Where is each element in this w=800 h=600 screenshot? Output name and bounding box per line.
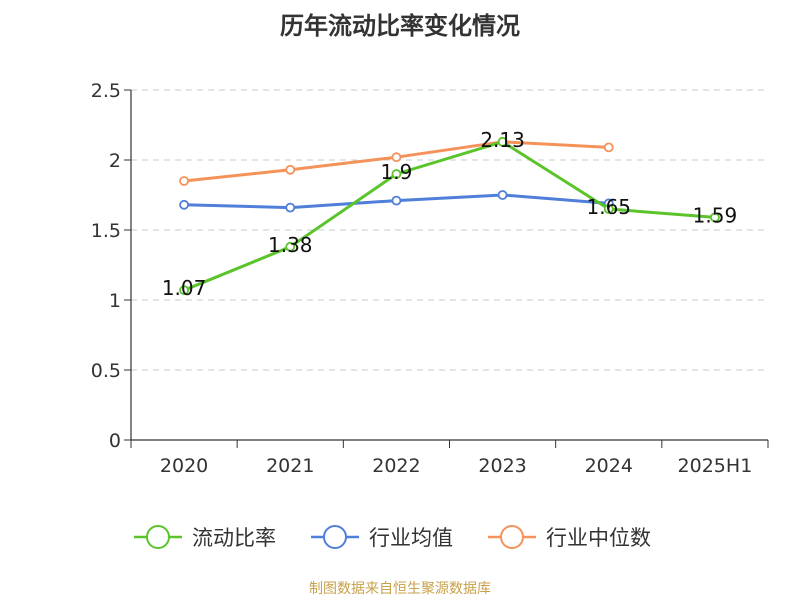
data-point[interactable] (285, 241, 296, 252)
legend-label: 行业均值 (369, 526, 453, 550)
legend-item-1[interactable]: 行业均值 (311, 525, 453, 550)
y-tick-label: 1 (109, 290, 121, 312)
data-point[interactable] (603, 142, 614, 153)
legend-marker (500, 525, 524, 549)
data-label: 1.07 (162, 276, 207, 300)
data-point[interactable] (179, 199, 189, 210)
x-tick-label: 2022 (372, 455, 420, 477)
series-line-0 (183, 140, 716, 292)
data-point[interactable] (603, 204, 614, 214)
data-point[interactable] (179, 176, 189, 186)
legend-marker (146, 525, 170, 549)
data-label: 1.38 (268, 233, 313, 257)
data-point[interactable] (391, 195, 402, 206)
data-point[interactable] (710, 212, 720, 223)
data-point[interactable] (391, 152, 402, 163)
data-labels: 1.07 1.38 1.9 2.13 1.65 1.59 (162, 128, 737, 300)
data-point[interactable] (285, 164, 296, 175)
data-point[interactable] (391, 169, 402, 179)
data-point[interactable] (179, 285, 189, 296)
grid-lines (131, 89, 768, 371)
axes: 0 0.5 1 1.5 2 2.5 2020 2021 2022 2023 2024 2025H1 (91, 80, 769, 477)
data-point[interactable] (285, 202, 296, 213)
chart-title: 历年流动比率变化情况 (280, 12, 520, 40)
source-note: 制图数据来自恒生聚源数据库 (309, 581, 491, 597)
data-point[interactable] (497, 136, 508, 147)
y-tick-label: 2.5 (91, 80, 121, 102)
x-tick-label: 2021 (266, 455, 314, 477)
y-tick-label: 0 (109, 430, 121, 452)
x-tick-label: 2023 (478, 455, 526, 477)
y-tick-label: 2 (109, 150, 121, 172)
data-label: 1.59 (693, 203, 738, 227)
data-label: 2.13 (480, 128, 525, 152)
legend-label: 流动比率 (192, 526, 276, 550)
legend-item-2[interactable]: 行业中位数 (488, 525, 651, 550)
x-tick-label: 2020 (160, 455, 208, 477)
series (179, 136, 720, 296)
y-tick-label: 1.5 (91, 220, 121, 242)
legend-label: 行业中位数 (546, 526, 651, 550)
x-tick-label: 2025H1 (678, 455, 753, 477)
y-tick-label: 0.5 (91, 360, 121, 382)
legend[interactable]: 流动比率 行业均值 行业中位数 (134, 525, 651, 550)
legend-item-0[interactable]: 流动比率 (134, 525, 276, 550)
data-label: 1.9 (381, 160, 413, 184)
x-tick-label: 2024 (585, 455, 633, 477)
data-point[interactable] (497, 190, 508, 200)
legend-marker (323, 525, 347, 549)
data-label: 1.65 (586, 195, 631, 219)
